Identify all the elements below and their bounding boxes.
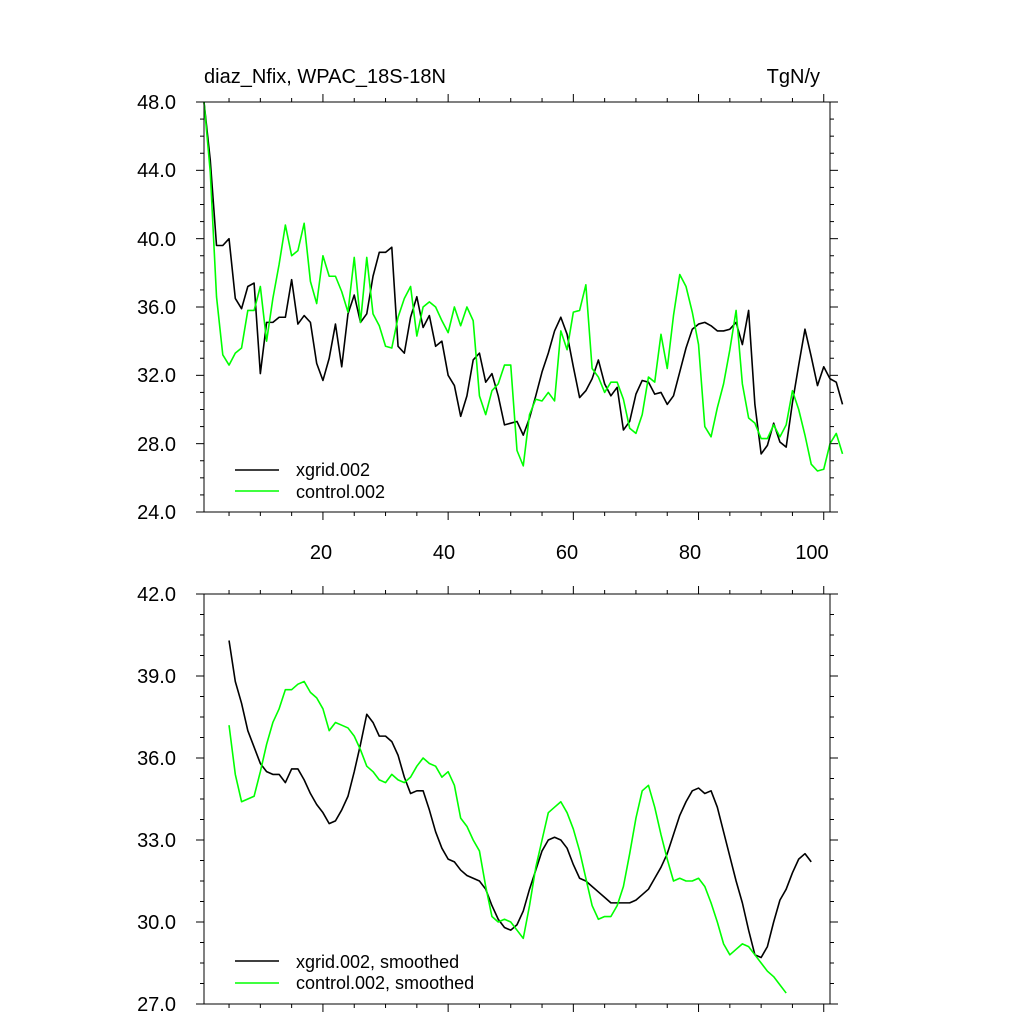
- bottom-chart: 27.0 30.0 33.0 36.0 39.0 42.0 xgrid.002,…: [137, 584, 838, 1016]
- bottom-chart-series: [228, 640, 812, 994]
- bottom-chart-ytick-label: 33.0: [137, 830, 176, 852]
- bottom-chart-ytick-label: 36.0: [137, 748, 176, 770]
- top-chart-ytick-label: 44.0: [137, 160, 176, 182]
- legend-label-control: control.002: [296, 482, 385, 502]
- legend-label-xgrid: xgrid.002: [296, 460, 370, 480]
- legend-label-xgrid-smoothed: xgrid.002, smoothed: [296, 952, 459, 972]
- bottom-chart-ytick-label: 27.0: [137, 994, 176, 1016]
- bottom-chart-legend: xgrid.002, smoothed control.002, smoothe…: [235, 952, 474, 993]
- top-chart-ytick-label: 32.0: [137, 365, 176, 387]
- legend-label-control-smoothed: control.002, smoothed: [296, 973, 474, 993]
- bottom-chart-frame: [203, 593, 831, 1005]
- bottom-chart-ytick-labels: 27.0 30.0 33.0 36.0 39.0 42.0: [137, 584, 176, 1016]
- top-chart-legend: xgrid.002 control.002: [235, 460, 385, 502]
- top-chart-ytick-label: 36.0: [137, 297, 176, 319]
- bottom-chart-ytick-label: 42.0: [137, 584, 176, 606]
- top-chart-frame: [203, 101, 831, 513]
- top-chart-xtick-label: 20: [310, 542, 332, 564]
- top-chart-title: diaz_Nfix, WPAC_18S-18N: [204, 66, 446, 88]
- top-chart: diaz_Nfix, WPAC_18S-18N TgN/y 24.0 28.0 …: [137, 66, 844, 564]
- top-chart-ytick-label: 48.0: [137, 92, 176, 114]
- top-chart-ytick-label: 40.0: [137, 229, 176, 251]
- top-chart-series-line-xgrid: [203, 101, 844, 455]
- top-chart-series-line-control: [203, 101, 844, 472]
- top-chart-xtick-label: 100: [795, 542, 828, 564]
- bottom-chart-ytick-label: 30.0: [137, 912, 176, 934]
- top-chart-ytick-label: 24.0: [137, 502, 176, 524]
- bottom-chart-ytick-label: 39.0: [137, 666, 176, 688]
- bottom-chart-ticks: [196, 586, 838, 1012]
- top-chart-ytick-labels: 24.0 28.0 32.0 36.0 40.0 44.0 48.0: [137, 92, 176, 524]
- top-chart-xtick-label: 80: [679, 542, 701, 564]
- top-chart-xtick-label: 40: [433, 542, 455, 564]
- top-chart-units: TgN/y: [767, 66, 820, 88]
- top-chart-series: [203, 101, 844, 472]
- bottom-chart-series-line-xgrid: [228, 640, 812, 959]
- top-chart-xtick-label: 60: [556, 542, 578, 564]
- bottom-chart-series-line-control: [228, 680, 787, 994]
- top-chart-ticks: [196, 94, 838, 520]
- top-chart-xtick-labels: 20 40 60 80 100: [310, 542, 829, 564]
- top-chart-ytick-label: 28.0: [137, 434, 176, 456]
